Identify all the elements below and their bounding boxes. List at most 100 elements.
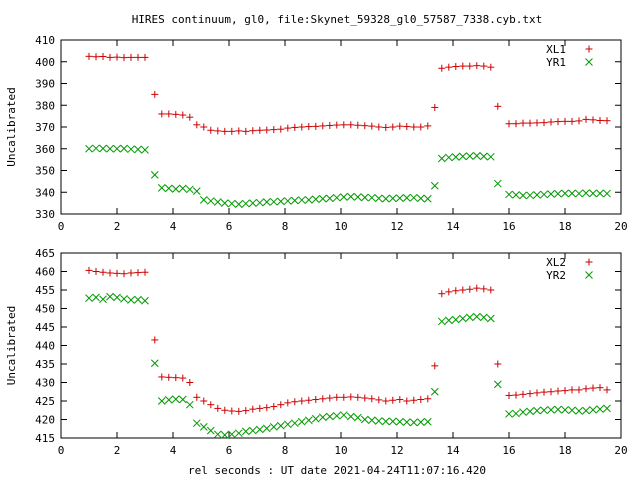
data-point [297,417,306,426]
legend-label: YR1 [546,56,566,69]
cross-stroke [381,194,390,203]
data-point [395,194,404,202]
data-point [458,314,467,323]
data-point [603,404,611,413]
data-point [533,389,541,397]
cross-stroke [430,181,439,190]
cross-stroke [185,400,194,409]
cross-stroke [512,191,520,199]
data-point [134,145,142,154]
data-point [186,379,194,386]
cross-stroke [582,189,590,197]
data-point [304,416,313,425]
cross-stroke [332,193,341,202]
cross-stroke [547,406,555,414]
x-tick-label: 16 [502,220,515,233]
data-point [575,407,583,415]
data-point [312,122,320,130]
cross-stroke [134,145,142,154]
data-point [396,396,404,404]
data-point [269,423,278,431]
data-point [389,123,397,131]
data-point [381,417,390,426]
cross-stroke [353,413,362,422]
data-point [416,418,425,426]
data-point [85,266,93,274]
data-point [113,53,121,61]
data-point [361,394,369,402]
cross-stroke [547,190,555,198]
cross-stroke [505,190,513,199]
data-point [451,315,460,324]
y-tick-label: 445 [35,321,55,334]
data-point [547,118,555,126]
data-point [221,127,229,135]
cross-stroke [561,189,569,198]
data-point [410,123,418,131]
data-point [92,53,100,61]
cross-stroke [213,430,222,439]
cross-stroke [486,314,495,323]
cross-stroke [248,199,257,207]
y-tick-label: 400 [35,56,55,69]
data-point [290,196,299,205]
cross-stroke [395,417,404,426]
cross-stroke [248,426,257,435]
cross-stroke [269,197,278,206]
data-point [150,359,159,368]
data-point [127,269,135,277]
data-point [234,200,243,209]
cross-stroke [255,198,264,207]
data-point [106,144,114,153]
cross-stroke [596,405,604,413]
data-point [333,121,341,129]
cross-stroke [339,193,348,201]
data-point [568,189,576,198]
cross-stroke [134,295,142,304]
cross-stroke [437,317,446,326]
data-point [347,393,355,401]
data-point [284,124,292,132]
data-point [220,431,229,439]
y-tick-label: 465 [35,247,55,260]
cross-stroke [533,191,541,199]
data-point [192,187,201,196]
y-tick-label: 380 [35,99,55,112]
data-point [92,293,100,302]
cross-stroke [276,197,285,206]
data-point [141,53,149,61]
data-point [206,426,215,435]
data-point [106,53,114,61]
cross-stroke [416,194,425,203]
data-point [540,119,548,127]
data-point [165,373,173,381]
data-point [505,410,513,418]
data-point [479,152,488,161]
data-point [596,116,604,124]
cross-stroke [603,404,611,413]
cross-stroke [127,296,135,304]
cross-stroke [304,416,313,425]
data-point [263,404,271,412]
data-point [172,110,180,118]
data-point [519,390,527,398]
cross-stroke [596,189,604,198]
data-point [423,417,432,426]
data-point [361,122,369,130]
data-point [382,123,390,131]
data-point [375,396,383,404]
cross-stroke [213,198,222,206]
data-point [512,391,520,399]
series-xl1 [85,52,611,135]
data-point [526,119,534,127]
data-point [360,415,369,424]
data-point [444,316,453,325]
data-point [416,194,425,203]
data-point [547,406,555,414]
data-point [178,184,187,193]
data-point [431,362,439,370]
data-point [575,117,583,125]
cross-stroke [540,190,548,199]
data-point [325,412,334,421]
cross-stroke [311,195,320,204]
